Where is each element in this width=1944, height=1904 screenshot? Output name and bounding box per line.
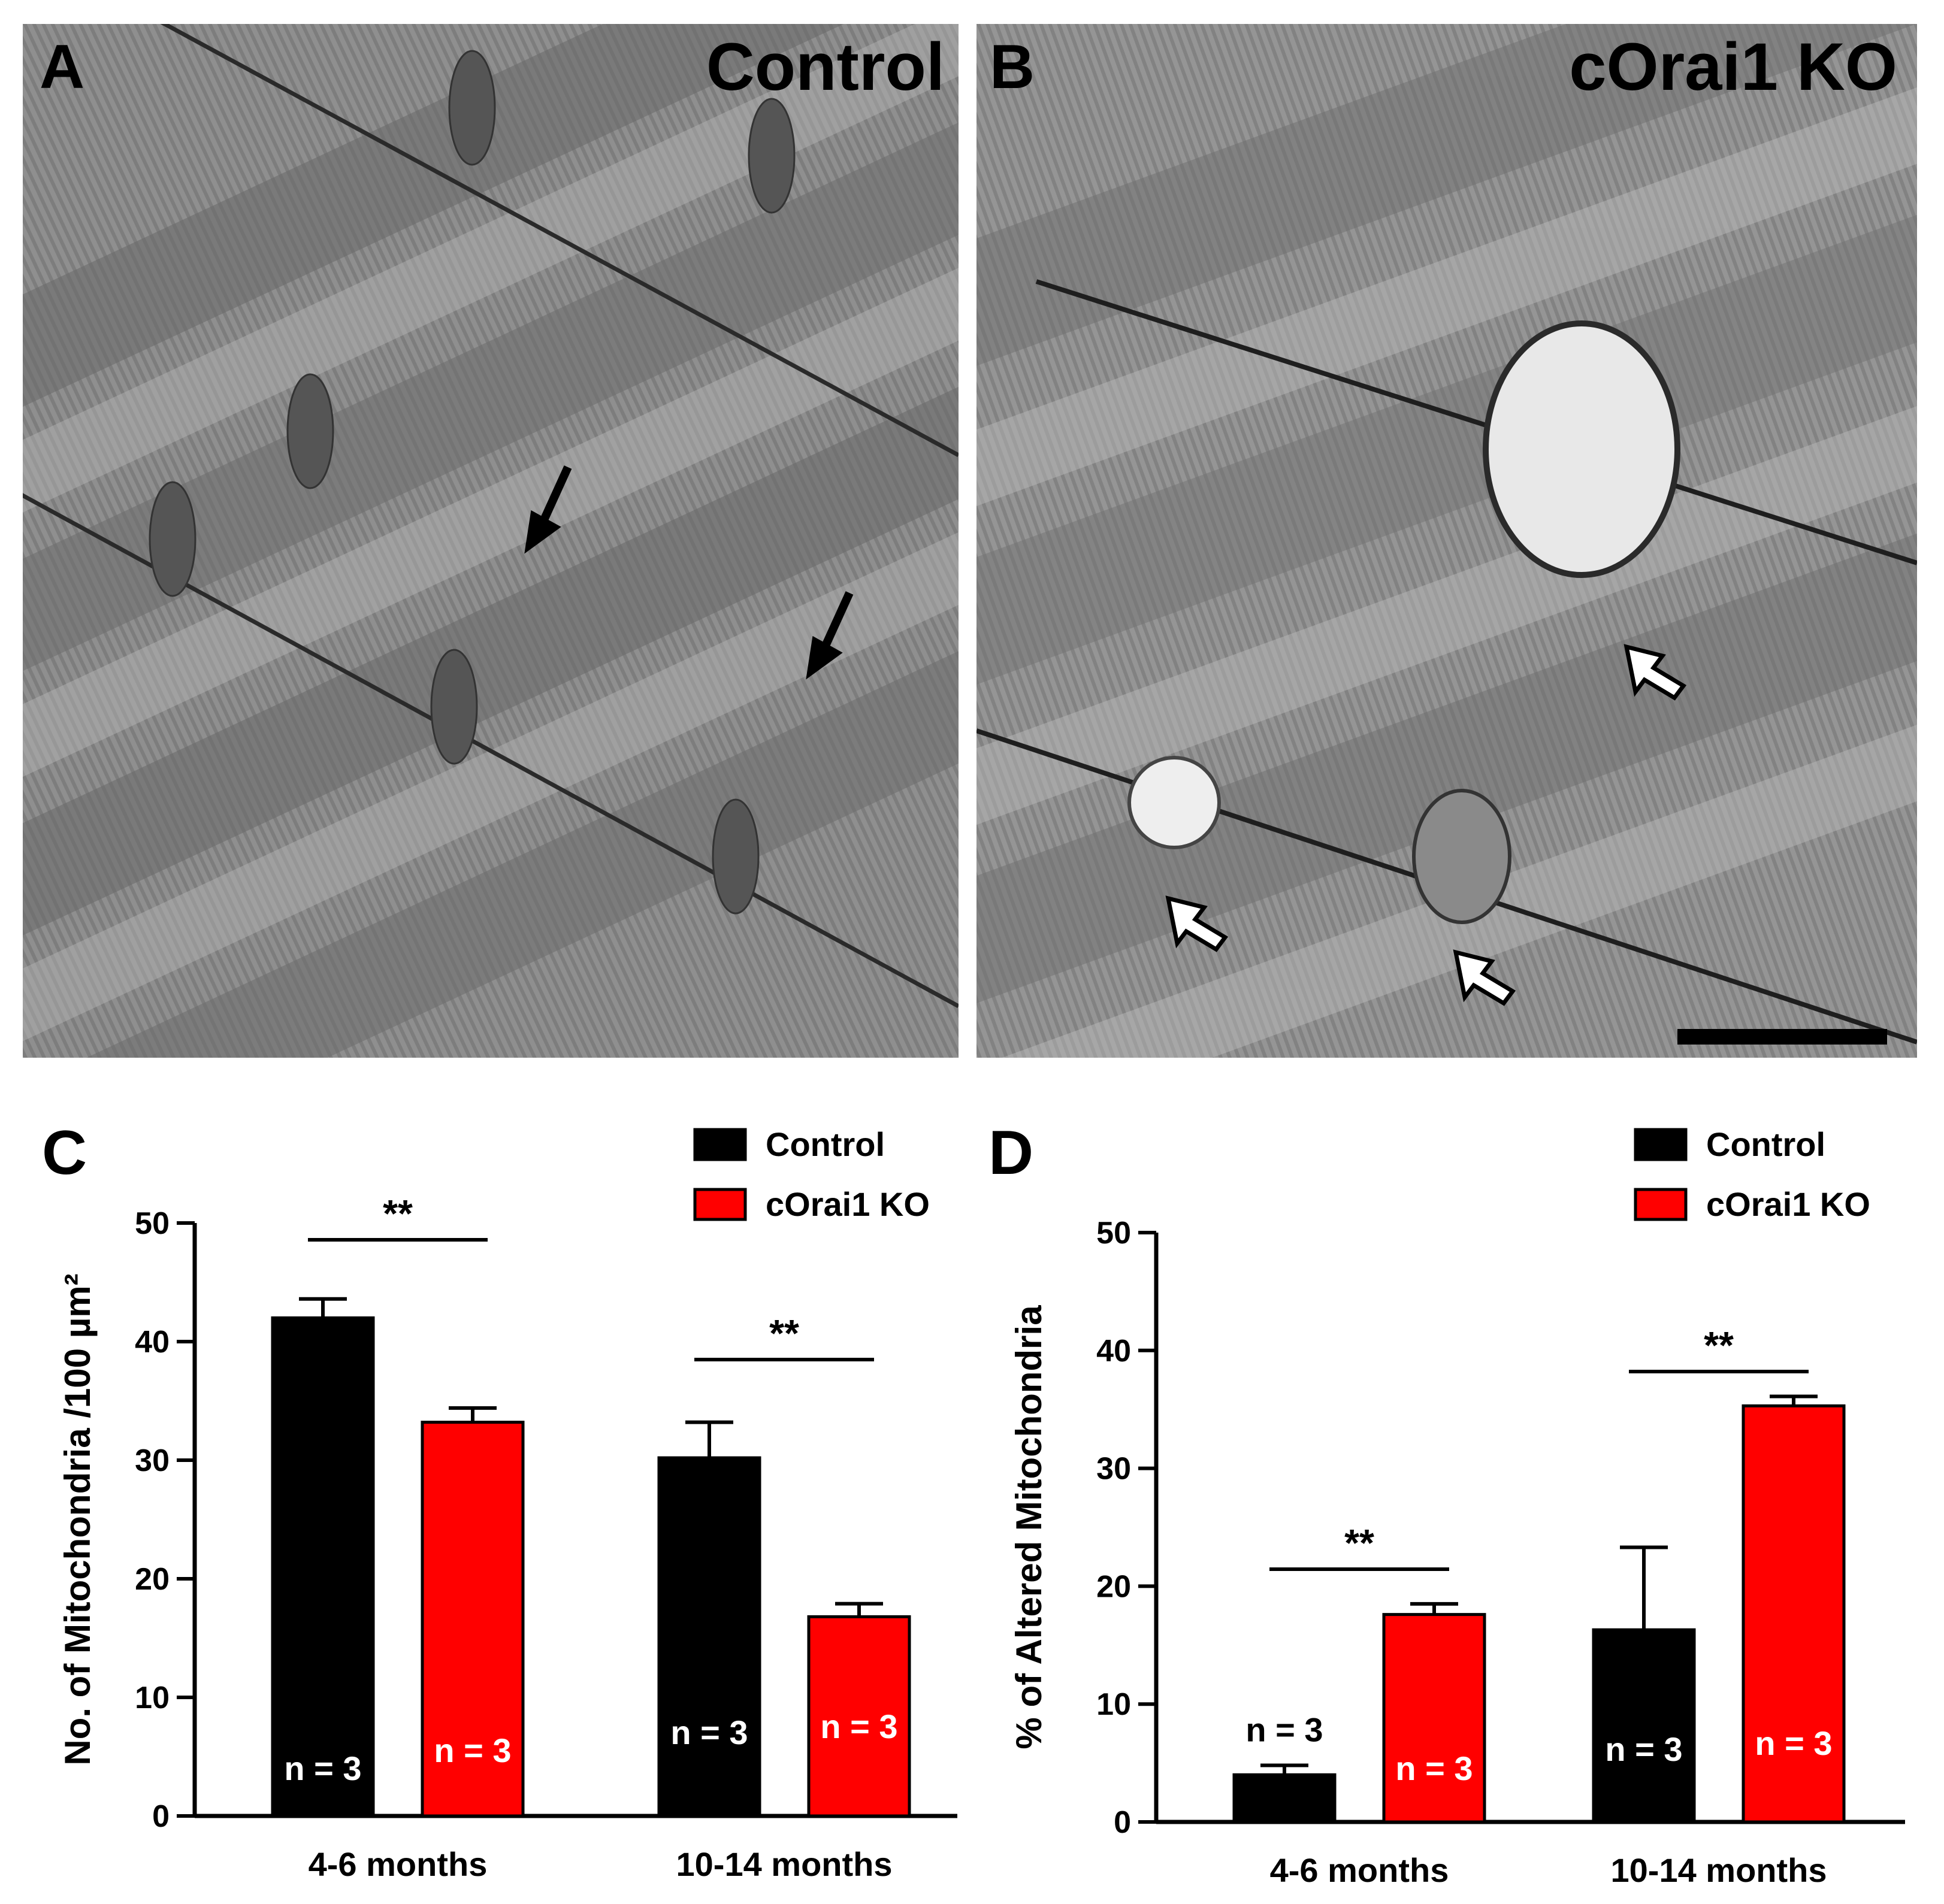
micrograph-ko: [976, 24, 1917, 1058]
legend-swatch-control: [693, 1128, 747, 1161]
significance-stars: **: [1344, 1521, 1374, 1564]
panel-letter-c: C: [42, 1118, 87, 1188]
n-label: n = 3: [284, 1749, 361, 1787]
y-tick-label: 10: [135, 1681, 170, 1715]
legend-swatch-control: [1634, 1128, 1688, 1161]
y-tick-label: 30: [135, 1443, 170, 1478]
legend-label-ko: cOrai1 KO: [1706, 1185, 1870, 1223]
bar-control: [271, 1316, 375, 1818]
y-tick-label: 20: [1096, 1569, 1131, 1604]
legend-label-control: Control: [766, 1125, 885, 1163]
bar-ko: [1382, 1613, 1486, 1824]
x-category-label: 4-6 months: [309, 1845, 488, 1883]
bar-control: [657, 1456, 761, 1818]
em-image-control: [23, 24, 959, 1058]
y-tick-label: 0: [1114, 1805, 1131, 1840]
legend-swatch-ko: [1634, 1188, 1688, 1221]
n-label: n = 3: [434, 1732, 511, 1769]
significance-stars: **: [769, 1312, 799, 1355]
open-arrow-icon: [1165, 644, 1687, 1006]
panel-letter-b: B: [990, 32, 1035, 102]
significance-stars: **: [383, 1192, 413, 1235]
panel-condition-control: Control: [706, 29, 945, 104]
y-tick-label: 50: [135, 1206, 170, 1241]
y-tick-label: 20: [135, 1562, 170, 1597]
filled-arrow-icon: [524, 465, 854, 680]
significance-stars: **: [1704, 1324, 1734, 1367]
bar-ko: [421, 1421, 525, 1818]
y-tick-label: 0: [152, 1799, 170, 1834]
n-label: n = 3: [1395, 1749, 1473, 1787]
n-label: n = 3: [1755, 1724, 1832, 1762]
y-axis-label: No. of Mitochondria /100 µm²: [58, 1273, 98, 1765]
em-image-ko: [976, 24, 1917, 1058]
legend-swatch-ko: [693, 1188, 747, 1221]
y-tick-label: 40: [1096, 1334, 1131, 1369]
micrograph-control: [23, 24, 959, 1058]
chart-mitochondria-count: C 0 10 20 30 40 50 No. of Mitochondria /100 µm²…: [42, 1118, 957, 1883]
panel-letter-a: A: [40, 32, 85, 102]
panel-condition-ko: cOrai1 KO: [1569, 29, 1897, 104]
legend-label-ko: cOrai1 KO: [766, 1185, 930, 1223]
x-category-label: 10-14 months: [1611, 1851, 1827, 1889]
y-tick-label: 50: [1096, 1216, 1131, 1251]
scale-bar: [1677, 1029, 1887, 1045]
y-tick-label: 40: [135, 1325, 170, 1360]
bar-control: [1592, 1628, 1696, 1824]
x-category-label: 10-14 months: [676, 1845, 893, 1883]
n-label: n = 3: [1605, 1730, 1682, 1768]
n-label: n = 3: [1245, 1711, 1323, 1749]
y-tick-label: 10: [1096, 1687, 1131, 1722]
bar-ko: [1742, 1404, 1846, 1824]
y-axis-label: % of Altered Mitochondria: [1009, 1305, 1049, 1749]
bar-control: [1232, 1773, 1337, 1824]
panel-letter-d: D: [988, 1118, 1033, 1188]
x-category-label: 4-6 months: [1270, 1851, 1449, 1889]
legend-label-control: Control: [1706, 1125, 1825, 1163]
n-label: n = 3: [820, 1708, 897, 1745]
n-label: n = 3: [670, 1714, 748, 1751]
chart-altered-mitochondria: D 0 10 20 30 40 50 % of Altered Mitochondria n =…: [988, 1118, 1905, 1889]
y-tick-label: 30: [1096, 1452, 1131, 1487]
vacuole-shape: [1127, 320, 1680, 924]
